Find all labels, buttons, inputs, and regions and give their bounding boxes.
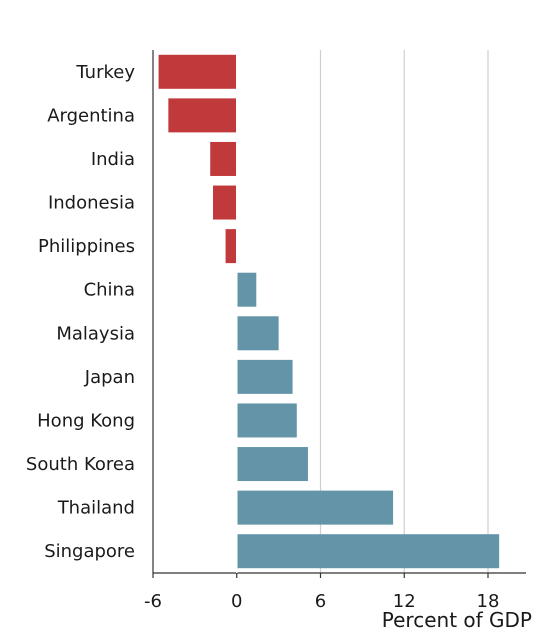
- category-label: China: [84, 280, 135, 301]
- bar-japan: [236, 359, 293, 394]
- x-axis-title: Percent of GDP: [382, 608, 532, 632]
- bar-turkey: [158, 54, 237, 89]
- category-label: Turkey: [75, 62, 135, 83]
- bar-india: [210, 141, 237, 176]
- category-label: Indonesia: [48, 193, 135, 214]
- category-label: Singapore: [44, 541, 135, 562]
- bar-thailand: [236, 490, 394, 525]
- category-label: Thailand: [57, 498, 135, 519]
- category-labels: Turkey Argentina India Indonesia Philippines…: [26, 62, 135, 562]
- axes: [152, 50, 526, 578]
- category-label: Philippines: [38, 236, 135, 257]
- bar-philippines: [225, 229, 237, 264]
- category-label: Hong Kong: [37, 410, 135, 431]
- bar-china: [236, 272, 257, 307]
- category-label: South Korea: [26, 454, 135, 475]
- bar-hong-kong: [236, 403, 297, 438]
- bars: [158, 54, 500, 569]
- category-label: Japan: [84, 367, 135, 388]
- category-label: India: [91, 149, 135, 170]
- bar-singapore: [236, 534, 500, 569]
- x-tick-label: 0: [231, 591, 242, 612]
- x-tick-label: 6: [315, 591, 326, 612]
- bar-south-korea: [236, 447, 308, 482]
- category-label: Argentina: [47, 105, 135, 126]
- x-tick-label: 18: [477, 591, 500, 612]
- bar-indonesia: [213, 185, 237, 220]
- x-tick-label: -6: [144, 591, 162, 612]
- bar-malaysia: [236, 316, 279, 351]
- x-tick-labels: -6 0 6 12 18: [144, 591, 499, 612]
- bar-argentina: [168, 98, 237, 133]
- category-label: Malaysia: [56, 323, 135, 344]
- x-tick-label: 12: [393, 591, 416, 612]
